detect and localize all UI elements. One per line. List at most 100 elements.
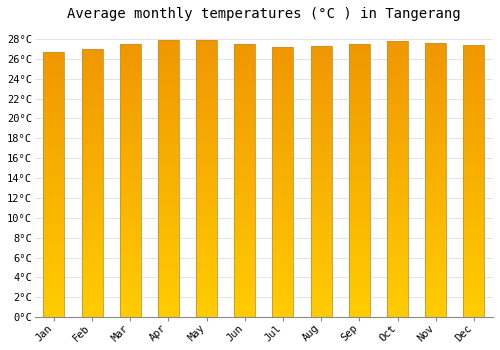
Bar xyxy=(349,77,370,79)
Bar xyxy=(464,56,484,58)
Bar xyxy=(464,214,484,216)
Bar xyxy=(387,303,408,306)
Bar xyxy=(234,77,256,79)
Bar xyxy=(349,200,370,202)
Bar xyxy=(464,244,484,246)
Bar xyxy=(82,282,102,285)
Bar xyxy=(310,182,332,184)
Bar xyxy=(464,94,484,97)
Bar xyxy=(120,118,141,120)
Bar xyxy=(120,99,141,101)
Bar xyxy=(234,93,256,96)
Bar xyxy=(349,262,370,265)
Bar xyxy=(120,161,141,164)
Bar xyxy=(82,167,102,170)
Bar xyxy=(82,97,102,100)
Bar xyxy=(464,50,484,53)
Bar xyxy=(120,205,141,208)
Bar xyxy=(272,50,293,52)
Bar xyxy=(310,266,332,268)
Bar xyxy=(349,63,370,66)
Bar xyxy=(196,176,217,178)
Bar xyxy=(426,314,446,317)
Bar xyxy=(120,219,141,222)
Bar xyxy=(120,252,141,254)
Bar xyxy=(387,162,408,165)
Bar xyxy=(426,43,446,317)
Bar xyxy=(82,132,102,135)
Bar xyxy=(464,102,484,105)
Bar xyxy=(464,80,484,83)
Bar xyxy=(426,238,446,240)
Bar xyxy=(464,58,484,61)
Bar xyxy=(310,219,332,222)
Bar xyxy=(158,278,179,281)
Bar xyxy=(349,298,370,301)
Bar xyxy=(272,141,293,144)
Bar xyxy=(464,238,484,241)
Bar xyxy=(349,159,370,161)
Bar xyxy=(158,256,179,259)
Bar xyxy=(387,190,408,193)
Bar xyxy=(426,46,446,48)
Bar xyxy=(44,76,64,78)
Bar xyxy=(310,306,332,309)
Bar xyxy=(310,51,332,54)
Bar xyxy=(234,298,256,301)
Bar xyxy=(44,52,64,317)
Bar xyxy=(310,258,332,260)
Bar xyxy=(120,164,141,167)
Bar xyxy=(310,141,332,144)
Bar xyxy=(44,304,64,307)
Bar xyxy=(272,163,293,166)
Bar xyxy=(234,200,256,202)
Bar xyxy=(196,120,217,123)
Bar xyxy=(387,289,408,292)
Bar xyxy=(349,287,370,290)
Bar xyxy=(464,298,484,301)
Bar xyxy=(426,287,446,290)
Bar xyxy=(82,196,102,199)
Bar xyxy=(158,73,179,76)
Bar xyxy=(464,110,484,113)
Bar xyxy=(158,43,179,46)
Bar xyxy=(234,137,256,140)
Bar xyxy=(272,263,293,266)
Bar xyxy=(349,47,370,49)
Bar xyxy=(158,156,179,159)
Bar xyxy=(310,127,332,130)
Bar xyxy=(120,71,141,74)
Bar xyxy=(120,222,141,224)
Bar xyxy=(310,103,332,106)
Bar xyxy=(234,55,256,58)
Bar xyxy=(310,214,332,217)
Bar xyxy=(196,223,217,226)
Bar xyxy=(196,132,217,134)
Bar xyxy=(426,248,446,251)
Bar xyxy=(426,175,446,177)
Bar xyxy=(158,109,179,112)
Bar xyxy=(158,284,179,287)
Bar xyxy=(120,85,141,88)
Bar xyxy=(120,301,141,303)
Bar xyxy=(44,283,64,285)
Bar xyxy=(158,292,179,295)
Bar xyxy=(349,224,370,227)
Bar xyxy=(349,107,370,110)
Bar xyxy=(387,88,408,91)
Bar xyxy=(272,260,293,263)
Bar xyxy=(426,158,446,161)
Bar xyxy=(120,69,141,71)
Bar xyxy=(234,90,256,93)
Bar xyxy=(310,228,332,230)
Bar xyxy=(272,276,293,279)
Bar xyxy=(387,204,408,207)
Bar xyxy=(234,71,256,74)
Bar xyxy=(387,91,408,93)
Bar xyxy=(234,170,256,172)
Bar xyxy=(272,241,293,244)
Bar xyxy=(44,171,64,174)
Bar xyxy=(234,276,256,279)
Bar xyxy=(120,249,141,252)
Bar xyxy=(234,142,256,145)
